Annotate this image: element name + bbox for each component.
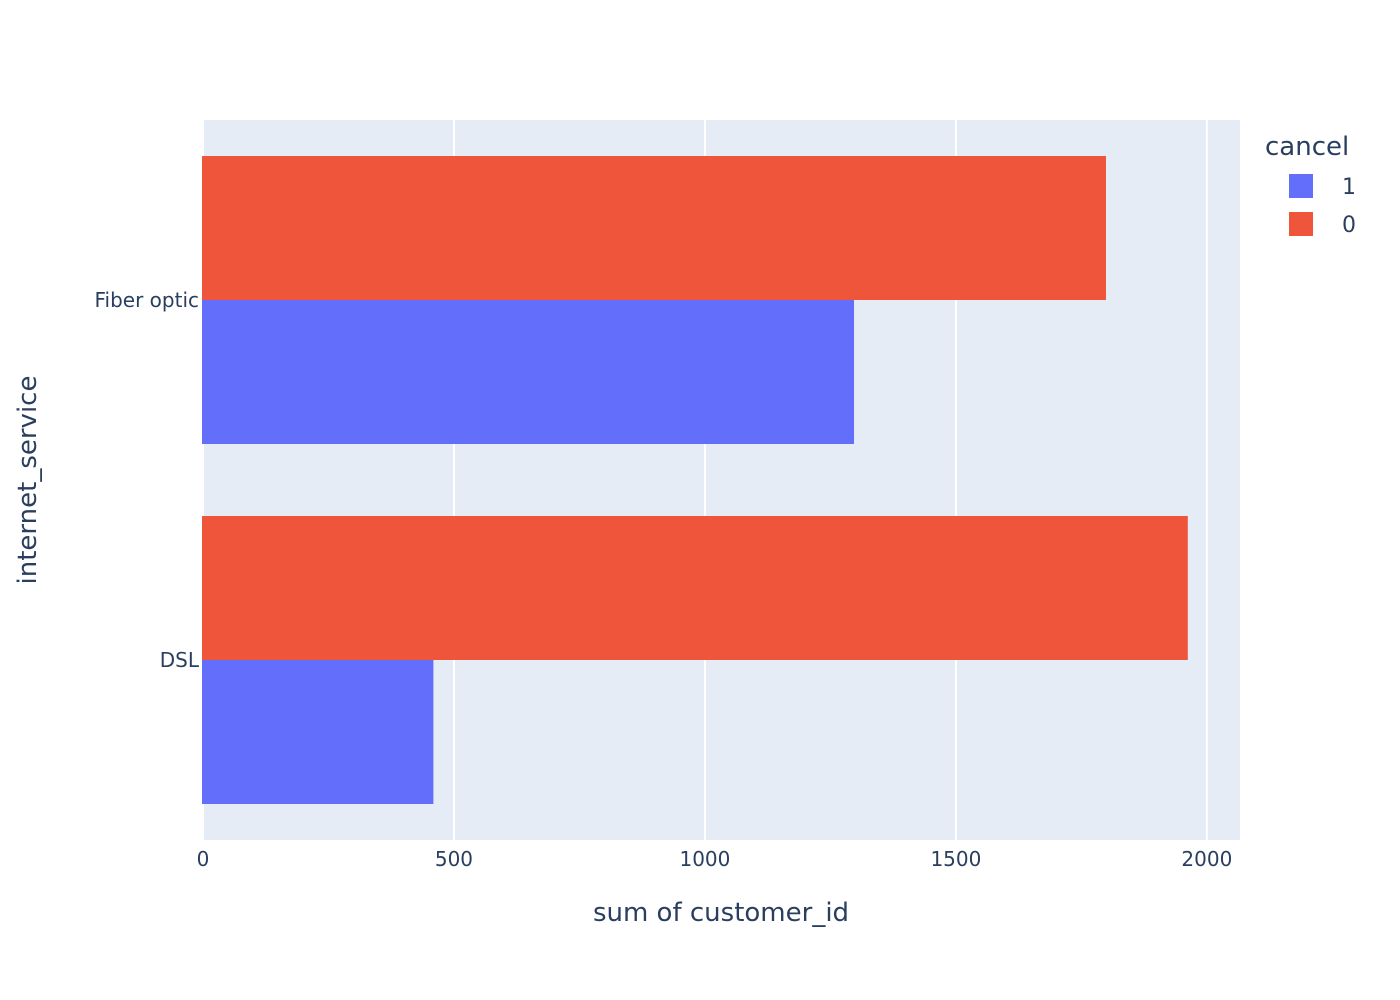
legend-swatch xyxy=(1289,174,1313,198)
y-tick-labels: Fiber optic DSL xyxy=(94,288,199,672)
legend: cancel 1 0 xyxy=(1265,132,1356,238)
x-tick-labels: 0 500 1000 1500 2000 xyxy=(197,847,1233,871)
x-axis-title: sum of customer_id xyxy=(593,898,849,928)
bar-dsl-series-1 xyxy=(202,660,434,804)
legend-title: cancel xyxy=(1265,132,1349,162)
legend-label: 0 xyxy=(1342,213,1356,238)
y-tick-label: Fiber optic xyxy=(94,288,199,312)
legend-swatch xyxy=(1289,212,1313,236)
bar-fiber-optic-series-1 xyxy=(202,300,855,444)
bar-dsl-series-0 xyxy=(202,516,1188,660)
bar-fiber-optic-series-0 xyxy=(202,156,1106,300)
x-tick-label: 500 xyxy=(435,847,473,871)
legend-label: 1 xyxy=(1342,175,1356,200)
y-axis-title: internet_service xyxy=(13,376,43,585)
x-tick-label: 1000 xyxy=(679,847,730,871)
y-tick-label: DSL xyxy=(160,648,200,672)
bars xyxy=(202,156,1188,804)
x-tick-label: 2000 xyxy=(1181,847,1232,871)
x-tick-label: 0 xyxy=(197,847,210,871)
x-tick-label: 1500 xyxy=(930,847,981,871)
